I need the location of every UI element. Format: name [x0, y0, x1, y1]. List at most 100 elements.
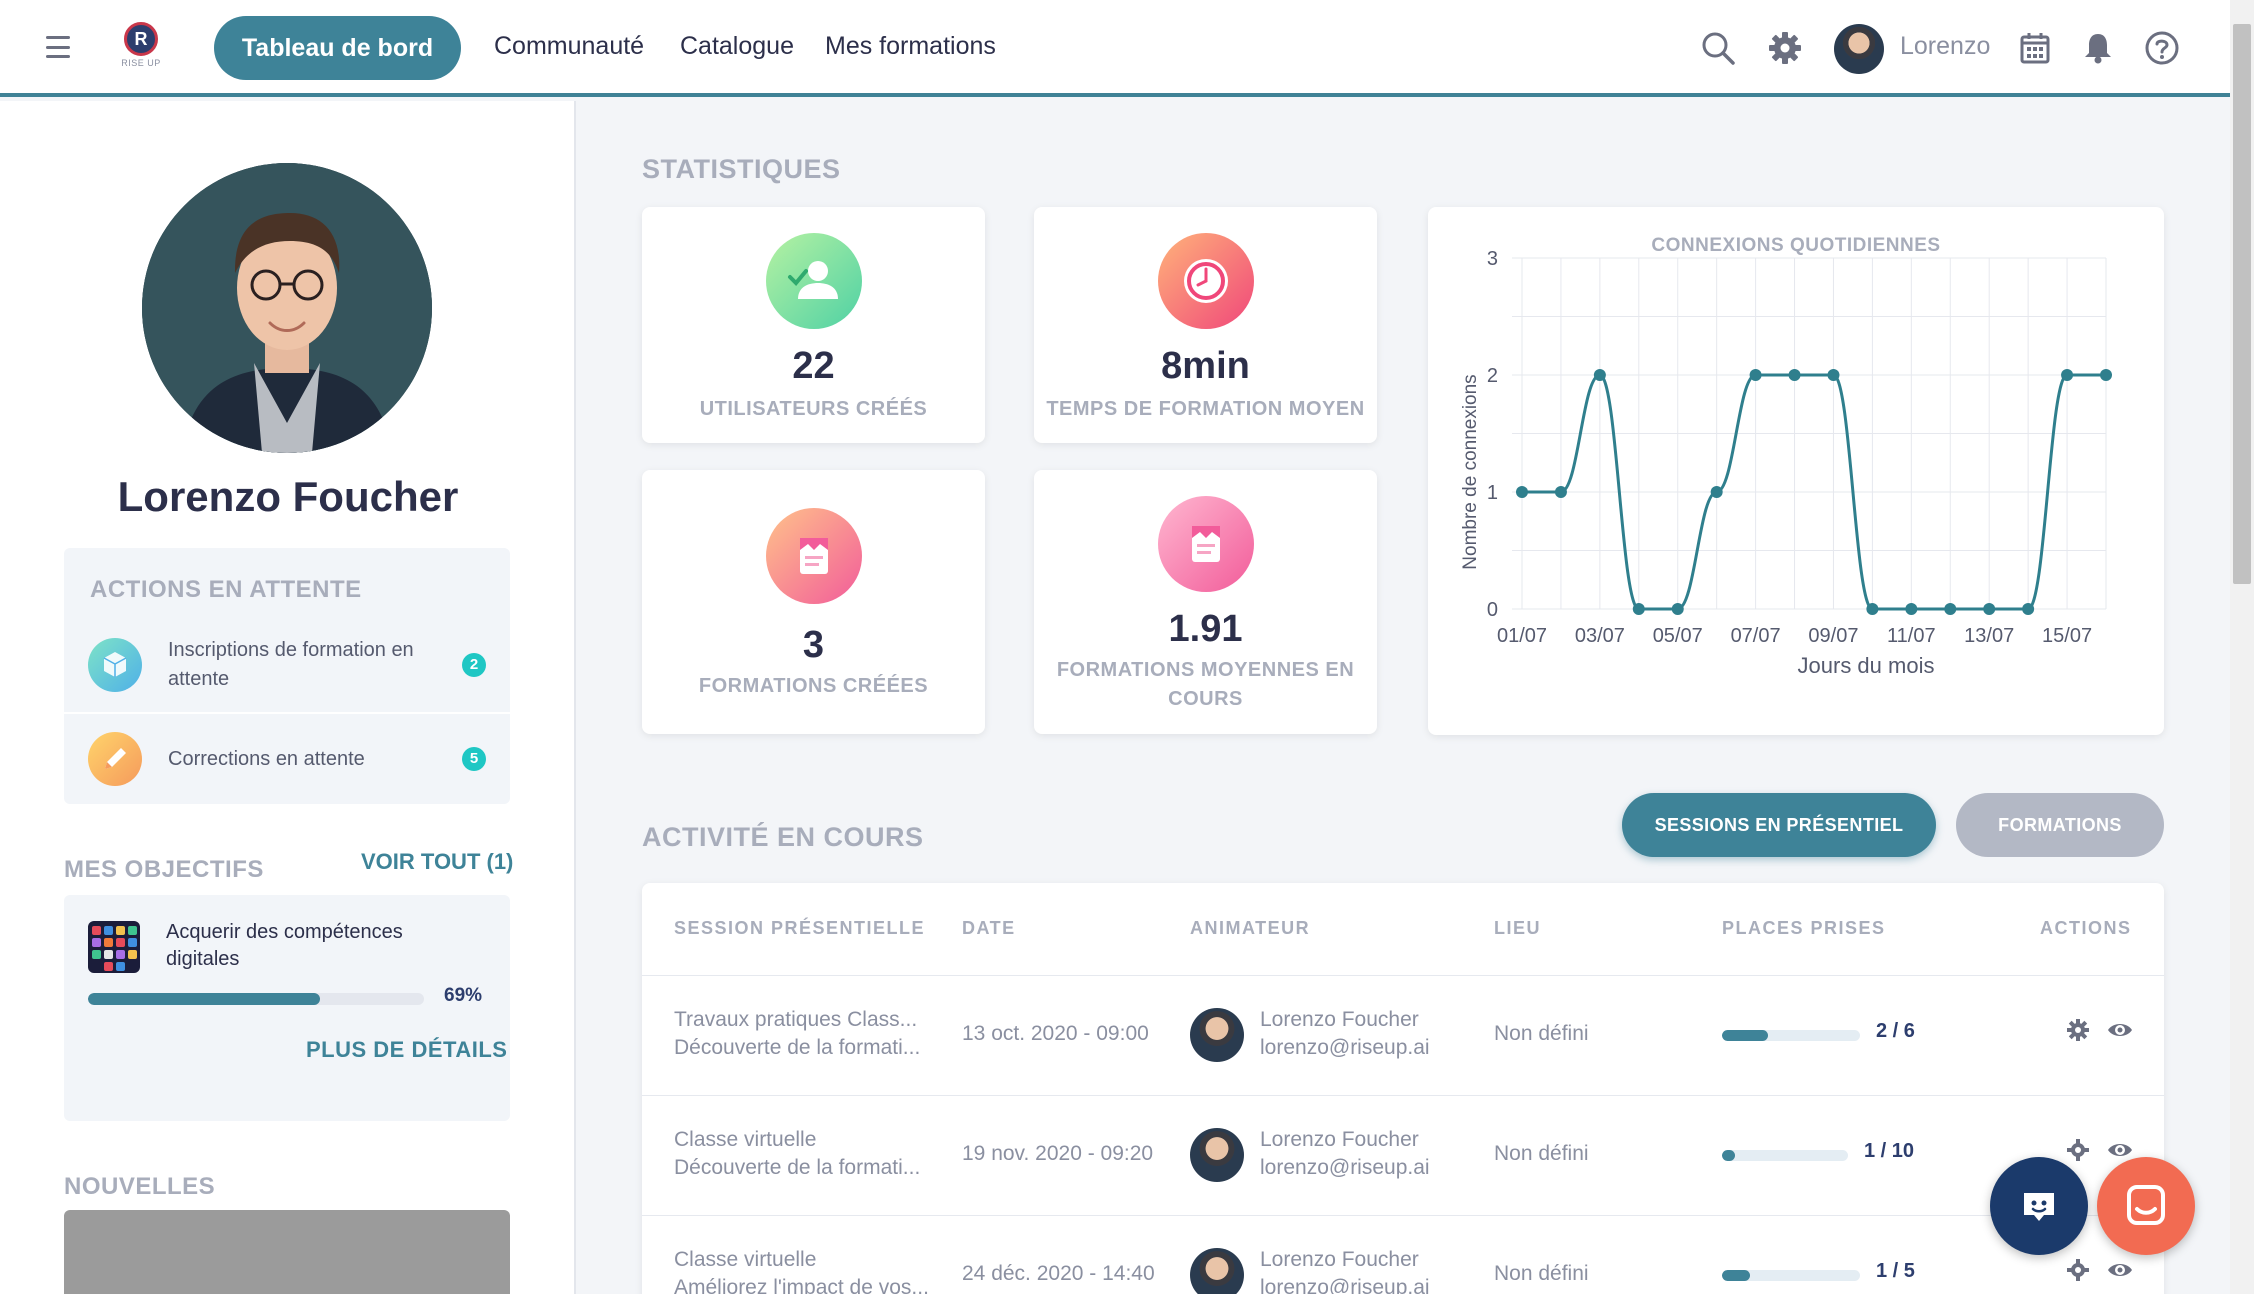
user-name[interactable]: Lorenzo — [1900, 32, 1991, 60]
search-icon[interactable] — [1698, 28, 1738, 68]
objective-label: Acquerir des compétences digitales — [166, 921, 403, 970]
stat-value: 3 — [802, 624, 825, 666]
stat-label: FORMATIONS MOYENNES EN COURS — [1056, 659, 1355, 710]
col-header-place: LIEU — [1494, 918, 1542, 938]
data-point — [1788, 369, 1801, 381]
session-name: Travaux pratiques Class... — [674, 1008, 918, 1031]
table-row[interactable]: Classe virtuelle Améliorez l'impact de v… — [642, 1215, 2164, 1294]
tab-sessions[interactable]: SESSIONS EN PRÉSENTIEL — [1622, 793, 1936, 857]
messenger-button[interactable] — [2097, 1157, 2195, 1255]
data-point — [1554, 486, 1567, 498]
line-chart: 0 1 2 3 01/07 03/07 05/07 07/07 09/07 11/07 13/07 1… — [1487, 248, 2112, 647]
data-point — [1516, 486, 1528, 498]
chatbot-button[interactable] — [1990, 1157, 2088, 1255]
gear-icon[interactable] — [2066, 1138, 2090, 1162]
col-header-date: DATE — [962, 918, 1016, 938]
session-training: Découverte de la formati... — [674, 1156, 921, 1179]
objective-percent: 69% — [444, 985, 483, 1006]
session-place: Non défini — [1494, 1262, 1589, 1285]
objective-details-link[interactable]: PLUS DE DÉTAILS — [306, 1037, 508, 1062]
cube-icon — [88, 638, 142, 692]
eye-icon[interactable] — [2106, 1258, 2134, 1282]
data-point — [1827, 369, 1840, 381]
places-progress-bar — [1722, 1150, 1848, 1161]
y-tick-label: 0 — [1487, 599, 1498, 621]
x-tick-label: 03/07 — [1575, 625, 1625, 647]
page-scrollbar[interactable] — [2230, 0, 2254, 1294]
gear-icon[interactable] — [1765, 28, 1805, 68]
data-point — [1632, 603, 1645, 615]
gear-icon[interactable] — [2066, 1258, 2090, 1282]
data-point — [1905, 603, 1918, 615]
session-name: Classe virtuelle — [674, 1128, 817, 1151]
pending-actions-title: ACTIONS EN ATTENTE — [90, 576, 362, 603]
clock-icon — [1157, 233, 1254, 329]
nav-community[interactable]: Communauté — [494, 32, 645, 60]
places-progress-fill — [1722, 1030, 1768, 1041]
session-date: 13 oct. 2020 - 09:00 — [962, 1022, 1149, 1045]
session-date: 19 nov. 2020 - 09:20 — [962, 1142, 1154, 1165]
data-point — [1593, 369, 1606, 381]
x-tick-label: 11/07 — [1887, 625, 1936, 647]
nav-catalog[interactable]: Catalogue — [680, 32, 794, 60]
animator-avatar — [1190, 1248, 1244, 1294]
data-point — [1671, 603, 1684, 615]
objective-image — [88, 921, 140, 973]
news-card-image[interactable] — [64, 1210, 510, 1294]
see-all-objectives-link[interactable]: VOIR TOUT (1) — [361, 849, 514, 874]
nav-my-trainings[interactable]: Mes formations — [825, 32, 996, 60]
pending-item-enrollments[interactable]: Inscriptions de formation en attente 2 — [64, 620, 510, 710]
data-point — [1749, 369, 1762, 381]
session-training: Découverte de la formati... — [674, 1036, 921, 1059]
daily-connections-chart-card: CONNEXIONS QUOTIDIENNES 0 1 2 3 01/07 03/07 05… — [1428, 207, 2164, 735]
pending-count-badge: 5 — [462, 747, 486, 771]
news-title: NOUVELLES — [64, 1173, 216, 1200]
places-taken: 1 / 5 — [1876, 1260, 1915, 1282]
calendar-icon[interactable] — [2015, 28, 2055, 68]
nav-dashboard[interactable]: Tableau de bord — [214, 16, 461, 80]
help-icon[interactable] — [2142, 28, 2182, 68]
top-navbar: R RISE UP Tableau de bord Communauté Cat… — [0, 0, 2230, 97]
animator-name: Lorenzo Foucher — [1260, 1128, 1419, 1151]
brand-logo[interactable]: R RISE UP — [118, 22, 164, 74]
activity-title: ACTIVITÉ EN COURS — [642, 822, 924, 852]
animator-email: lorenzo@riseup.ai — [1260, 1156, 1430, 1179]
table-row[interactable]: Classe virtuelle Découverte de la format… — [642, 1095, 2164, 1215]
stat-label: TEMPS DE FORMATION MOYEN — [1046, 398, 1365, 420]
session-name: Classe virtuelle — [674, 1248, 817, 1271]
gear-icon[interactable] — [2066, 1018, 2090, 1042]
tab-formations[interactable]: FORMATIONS — [1956, 793, 2164, 857]
session-place: Non défini — [1494, 1022, 1589, 1045]
eye-icon[interactable] — [2106, 1138, 2134, 1162]
stats-title: STATISTIQUES — [642, 154, 841, 184]
session-training: Améliorez l'impact de vos... — [674, 1276, 929, 1294]
col-header-animator: ANIMATEUR — [1190, 918, 1311, 938]
chart-title: CONNEXIONS QUOTIDIENNES — [1651, 235, 1941, 256]
bell-icon[interactable] — [2078, 28, 2118, 68]
objective-progress-bar — [88, 993, 424, 1005]
stat-value: 22 — [792, 345, 835, 387]
places-progress-bar — [1722, 1030, 1860, 1041]
places-taken: 1 / 10 — [1864, 1140, 1915, 1162]
user-avatar[interactable] — [1834, 24, 1884, 74]
menu-icon[interactable] — [46, 36, 70, 58]
animator-avatar — [1190, 1008, 1244, 1062]
places-taken: 2 / 6 — [1876, 1020, 1915, 1042]
col-header-places-taken: PLACES PRISES — [1722, 918, 1886, 938]
stat-value: 1.91 — [1168, 608, 1243, 650]
x-tick-label: 13/07 — [1964, 625, 2014, 647]
pending-item-corrections[interactable]: Corrections en attente 5 — [64, 714, 510, 804]
scrollbar-thumb[interactable] — [2233, 24, 2251, 584]
session-place: Non défini — [1494, 1142, 1589, 1165]
table-row[interactable]: Travaux pratiques Class... Découverte de… — [642, 975, 2164, 1095]
pending-item-label: Corrections en attente — [168, 747, 365, 770]
data-point — [2100, 369, 2112, 381]
col-header-actions: ACTIONS — [2040, 918, 2132, 938]
y-tick-label: 1 — [1487, 482, 1498, 504]
pending-item-label: Inscriptions de formation en attente — [168, 639, 414, 690]
places-progress-fill — [1722, 1150, 1735, 1161]
eye-icon[interactable] — [2106, 1018, 2134, 1042]
stat-value: 8min — [1161, 345, 1250, 387]
objective-progress-fill — [88, 993, 320, 1005]
chart-y-axis-label: Nombre de connexions — [1460, 374, 1481, 570]
